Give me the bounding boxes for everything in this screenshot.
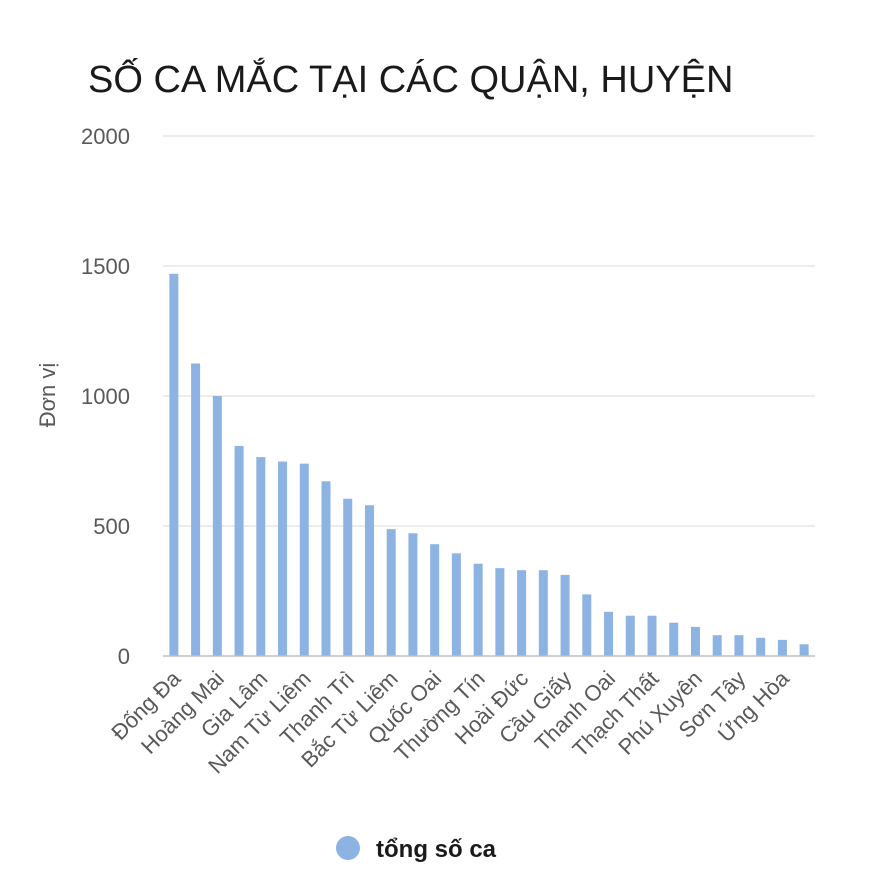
bar [517,570,527,656]
y-tick-label: 1500 [81,254,130,279]
y-axis-ticks: 0 500 1000 1500 2000 [81,124,130,669]
legend-marker [336,836,360,860]
bar [712,635,722,656]
bar [278,461,288,656]
bar [386,529,396,656]
bars [169,273,809,656]
bar [473,563,483,656]
bar [582,594,592,656]
bar [299,463,309,656]
bar [560,574,570,656]
legend: tổng số ca [336,836,497,863]
gridlines [163,135,815,527]
bar [756,637,766,656]
bar [191,363,201,656]
bar [169,273,179,656]
bar [625,615,635,656]
chart-title: SỐ CA MẮC TẠI CÁC QUẬN, HUYỆN [88,56,733,101]
bar [321,481,331,656]
bar [451,553,461,656]
bar [647,615,657,656]
y-tick-label: 0 [118,644,130,669]
bar [408,533,418,656]
bar [538,570,548,656]
bar [799,644,809,656]
bar [430,544,440,656]
bar [343,498,353,656]
y-tick-label: 2000 [81,124,130,149]
bar [690,626,700,656]
bar [734,635,744,656]
bar [604,611,614,656]
bar [256,457,266,656]
bar [669,622,679,656]
legend-label: tổng số ca [376,836,497,863]
y-axis-label: Đơn vị [35,363,60,428]
bar [777,639,787,656]
y-tick-label: 500 [93,514,130,539]
bar [495,568,505,656]
y-tick-label: 1000 [81,384,130,409]
bar [364,505,374,656]
bar [234,445,244,656]
bar [212,396,222,656]
